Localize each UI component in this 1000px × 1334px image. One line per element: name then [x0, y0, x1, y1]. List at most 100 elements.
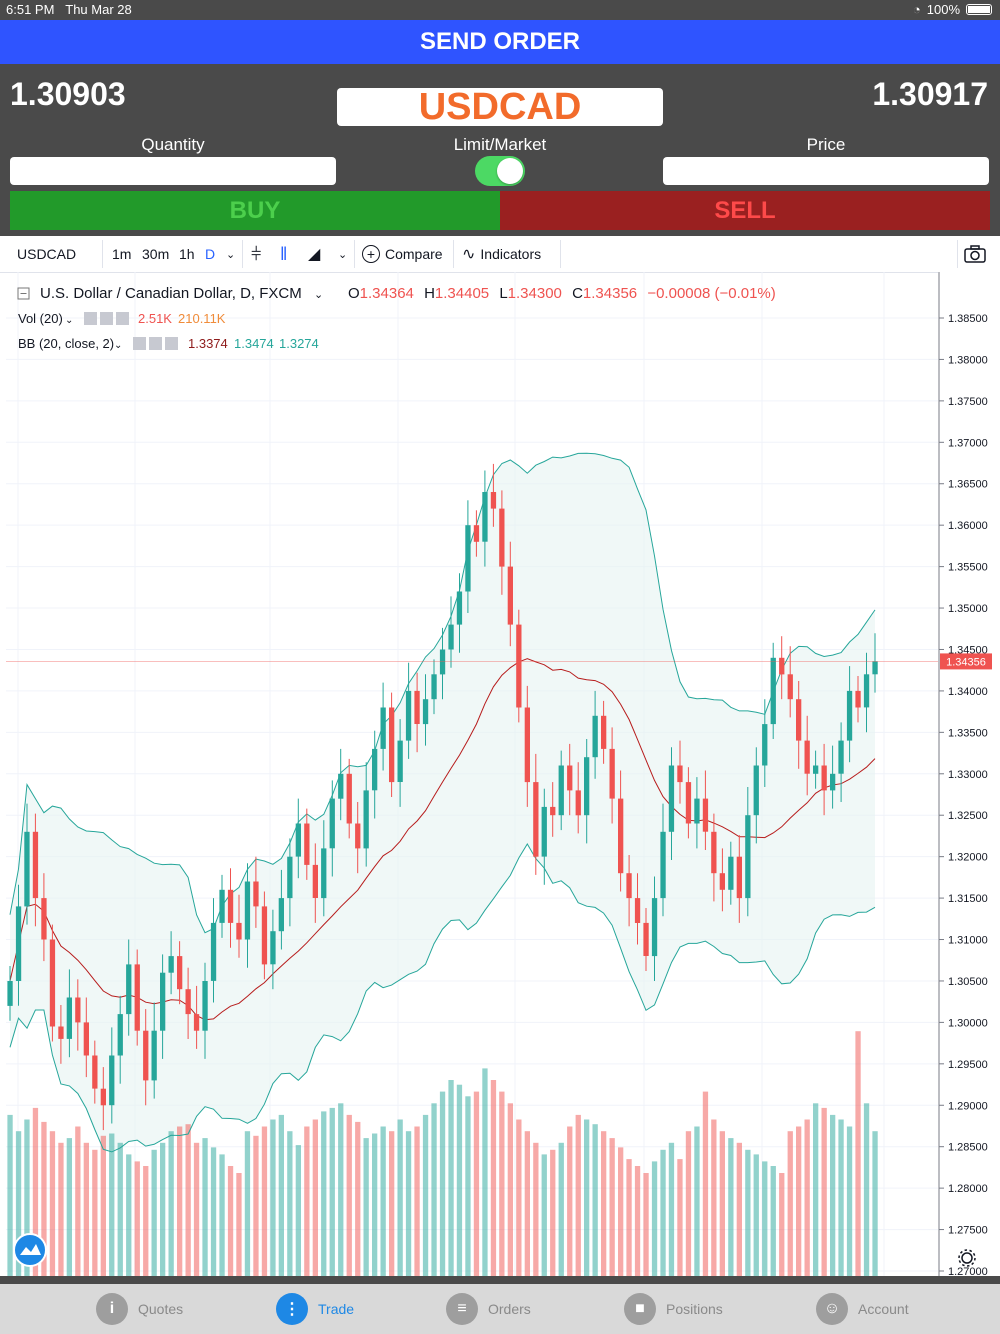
candle	[796, 681, 802, 769]
volume-bar	[456, 1084, 463, 1276]
camera-icon[interactable]	[964, 236, 986, 272]
send-order-title: SEND ORDER	[419, 28, 581, 55]
nav-orders[interactable]: ≡ Orders	[446, 1284, 531, 1334]
volume-bar	[473, 1091, 480, 1276]
volume-bar	[261, 1126, 268, 1276]
volume-bar	[100, 1135, 106, 1276]
buy-button[interactable]: BUY	[10, 191, 500, 230]
compare-button[interactable]: + Compare	[362, 236, 443, 272]
interval-1m[interactable]: 1m	[112, 246, 132, 262]
candle	[41, 873, 47, 962]
area-style-icon[interactable]: ◢	[308, 246, 321, 263]
limit-market-toggle[interactable]	[475, 156, 525, 186]
candle	[143, 1009, 149, 1106]
price-tick-label: 1.36500	[948, 479, 988, 491]
interval-d[interactable]: D	[205, 246, 216, 262]
volume-bar	[397, 1119, 403, 1276]
candle	[482, 470, 488, 567]
candle	[584, 739, 590, 844]
user-icon: ☺	[816, 1293, 848, 1325]
volume-bar	[711, 1119, 717, 1276]
candle	[592, 690, 598, 779]
sell-button[interactable]: SELL	[500, 191, 990, 230]
volume-bar	[634, 1166, 641, 1276]
volume-bar	[7, 1114, 13, 1276]
candle	[270, 909, 276, 990]
volume-bar	[855, 1031, 861, 1276]
volume-bar	[677, 1159, 683, 1276]
interval-30m[interactable]: 30m	[142, 246, 170, 262]
candle	[346, 758, 352, 839]
candle	[863, 652, 870, 733]
legend-collapse-icon[interactable]	[17, 287, 30, 300]
volume-bar	[210, 1147, 217, 1276]
toolbar-symbol[interactable]: USDCAD	[17, 246, 77, 262]
status-time: 6:51 PM Thu Mar 28	[6, 2, 132, 17]
volume-bar	[66, 1138, 72, 1276]
volume-bar	[41, 1121, 47, 1276]
status-right: ◔ 100%	[913, 2, 992, 17]
volume-bar	[660, 1149, 666, 1276]
volume-bar	[592, 1124, 598, 1276]
bar-style-icon[interactable]: ⫩	[251, 243, 262, 264]
volume-bar	[550, 1149, 556, 1276]
candle	[872, 633, 878, 693]
square-icon: ■	[624, 1293, 656, 1325]
bb-chevron-down-icon[interactable]: ⌄	[114, 340, 122, 351]
vol-value-1: 2.51K	[138, 311, 172, 326]
volume-bar	[821, 1107, 827, 1276]
quantity-input[interactable]	[10, 157, 336, 185]
chart-container: USDCAD 1m 30m 1h D ⌄ ⫩ ‖ ◢ ⌄ + Compare ∿ I…	[0, 236, 1000, 1276]
volume-bar	[75, 1126, 81, 1276]
volume-bar	[346, 1114, 352, 1276]
bollinger-band-fill	[10, 453, 875, 1152]
price-tick-label: 1.30500	[948, 976, 988, 988]
candle	[312, 843, 318, 923]
interval-1h[interactable]: 1h	[179, 246, 195, 262]
candle	[473, 510, 480, 557]
style-chevron-down-icon[interactable]: ⌄	[338, 248, 348, 261]
candle	[643, 908, 649, 971]
nav-quotes[interactable]: i Quotes	[96, 1284, 183, 1334]
legend-chevron-down-icon[interactable]: ⌄	[314, 289, 323, 301]
volume-bar	[668, 1142, 675, 1276]
nav-trade[interactable]: ⋮ Trade	[276, 1284, 354, 1334]
symbol-label: USDCAD	[418, 85, 582, 128]
candle-style-icon[interactable]: ‖	[280, 243, 288, 264]
volume-bar	[431, 1103, 437, 1276]
volume-bar	[278, 1114, 284, 1276]
buy-label: BUY	[229, 196, 281, 224]
volume-bar	[872, 1131, 878, 1276]
candle	[134, 949, 140, 1046]
send-order-header[interactable]: SEND ORDER	[0, 20, 1000, 64]
candle	[24, 803, 30, 925]
tradingview-logo-icon[interactable]	[13, 1233, 47, 1267]
symbol-selector[interactable]: USDCAD	[337, 85, 663, 128]
bb-controls-icon[interactable]	[133, 337, 178, 350]
vol-chevron-down-icon[interactable]: ⌄	[65, 315, 73, 326]
volume-bar	[465, 1096, 471, 1276]
vol-controls-icon[interactable]	[84, 312, 129, 325]
volume-bar	[813, 1103, 819, 1276]
settings-gear-icon[interactable]	[958, 1249, 976, 1267]
nav-account[interactable]: ☺ Account	[816, 1284, 909, 1334]
candle	[253, 856, 259, 928]
candle	[355, 802, 361, 874]
interval-chevron-down-icon[interactable]: ⌄	[226, 248, 236, 261]
nav-positions[interactable]: ■ Positions	[624, 1284, 723, 1334]
price-tick-label: 1.35000	[948, 603, 988, 615]
volume-bar	[185, 1124, 191, 1276]
volume-bar	[584, 1119, 590, 1276]
price-input[interactable]	[663, 157, 989, 185]
bb-value-2: 1.3474	[234, 336, 274, 351]
volume-bar	[321, 1111, 327, 1276]
volume-bar	[685, 1131, 692, 1276]
indicators-button[interactable]: ∿ Indicators	[462, 236, 541, 272]
price-chart[interactable]: 1.38500 1.38000 1.37500 1.37000 1.36500 1.360…	[0, 272, 1000, 1276]
volume-bar	[83, 1142, 89, 1276]
volume-bar	[126, 1154, 132, 1276]
volume-bar	[533, 1142, 539, 1276]
volume-bar	[143, 1166, 149, 1276]
candle	[210, 898, 217, 1003]
candle	[456, 573, 463, 653]
